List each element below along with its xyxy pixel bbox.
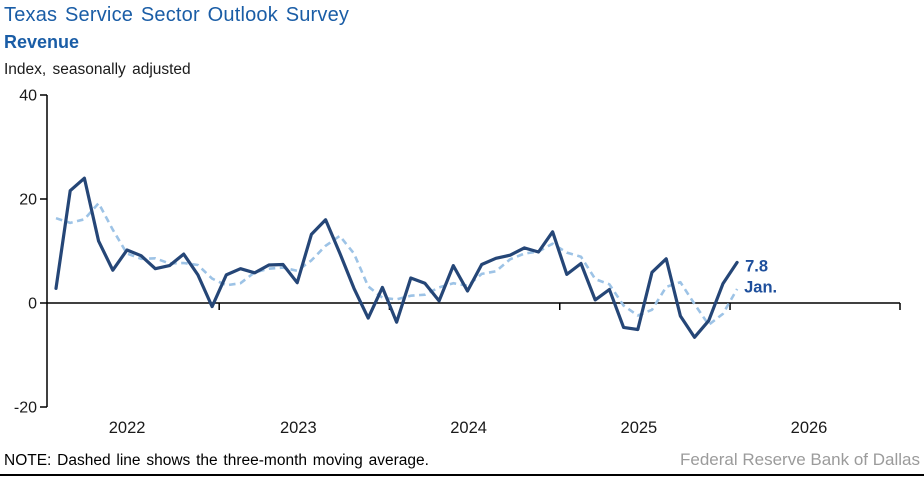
latest-value-label: 7.8 <box>745 257 768 275</box>
x-tick-label: 2026 <box>791 419 828 437</box>
x-tick-label: 2025 <box>621 419 658 437</box>
revenue-index-line <box>54 176 739 339</box>
x-tick-label: 2022 <box>109 419 146 437</box>
y-tick-label: -20 <box>14 400 37 417</box>
bottom-rule <box>0 474 924 476</box>
y-tick-label: 0 <box>28 296 37 313</box>
footer-row: NOTE: Dashed line shows the three-month … <box>4 448 920 470</box>
x-tick-label: 2024 <box>450 419 487 437</box>
x-tick-label: 2023 <box>280 419 317 437</box>
chart-subtitle: Revenue <box>4 32 80 52</box>
latest-month-label: Jan. <box>744 278 777 296</box>
axis-unit-label: Index, seasonally adjusted <box>4 61 191 78</box>
moving-average-line <box>55 201 739 327</box>
y-tick-label: 20 <box>19 192 37 209</box>
y-tick-label: 40 <box>19 88 37 105</box>
source-label: Federal Reserve Bank of Dallas <box>679 450 920 469</box>
chart-note: NOTE: Dashed line shows the three-month … <box>4 452 429 469</box>
chart-title: Texas Service Sector Outlook Survey <box>4 4 350 26</box>
